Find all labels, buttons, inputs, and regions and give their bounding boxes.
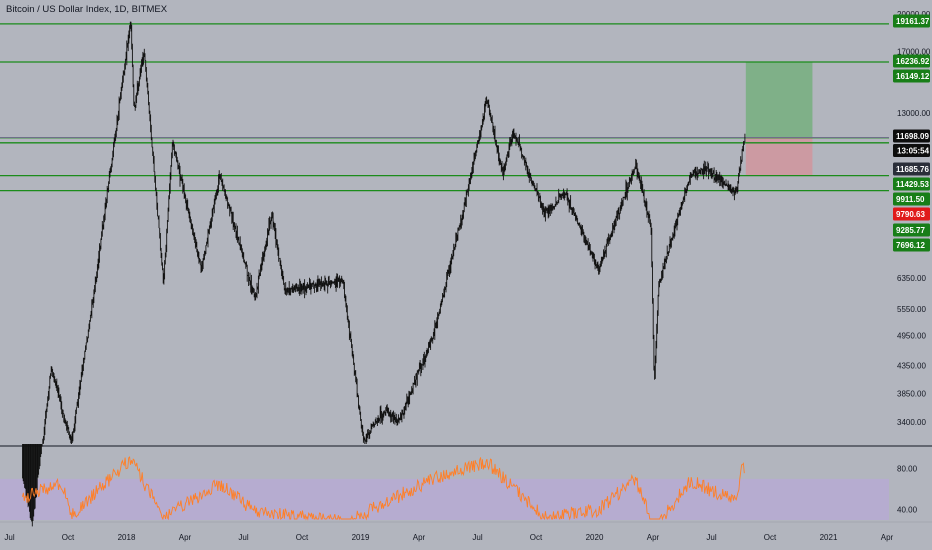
price-tick-label-5: 6350.00: [897, 274, 926, 283]
price-label-8: 9285.77: [896, 226, 925, 235]
price-label-0: 19161.37: [896, 17, 930, 26]
price-label-9: 7696.12: [896, 241, 925, 250]
price-label-bg-2: [893, 69, 930, 83]
price-label-bg-0: [893, 14, 930, 28]
price-label-6: 9911.50: [896, 195, 925, 204]
time-tick-label-6: 2019: [352, 533, 370, 542]
countdown-bg: [893, 144, 930, 157]
time-tick-label-15: Apr: [881, 533, 894, 542]
time-tick-label-2: 2018: [118, 533, 136, 542]
rsi-tick-label-1: 40.00: [897, 506, 918, 515]
time-tick-label-5: Oct: [296, 533, 309, 542]
price-tick-label-7: 17000.00: [897, 47, 931, 56]
price-label-bg-1: [893, 54, 930, 68]
countdown-timer: 13:05:54: [897, 147, 930, 156]
price-label-4: 11685.76: [896, 165, 929, 174]
chart-title: Bitcoin / US Dollar Index, 1D, BITMEX: [6, 4, 168, 15]
price-tick-label-6: 13000.00: [897, 109, 931, 118]
price-label-bg-9: [893, 238, 930, 252]
rsi-line: [22, 456, 745, 521]
price-label-7: 9790.63: [896, 210, 925, 219]
time-tick-label-1: Oct: [62, 533, 75, 542]
time-tick-label-14: 2021: [820, 533, 838, 542]
time-tick-label-9: Oct: [530, 533, 543, 542]
price-tick-label-0: 3400.00: [897, 418, 926, 427]
stop-loss-zone[interactable]: [745, 137, 813, 176]
price-tick-label-3: 4950.00: [897, 332, 926, 341]
price-label-bg-7: [893, 207, 930, 221]
take-profit-zone[interactable]: [745, 61, 813, 138]
time-tick-label-13: Oct: [764, 533, 777, 542]
price-label-3: 11698.09: [896, 132, 929, 141]
time-tick-label-11: Apr: [647, 533, 660, 542]
price-label-bg-6: [893, 192, 930, 206]
price-label-1: 16236.92: [896, 57, 930, 66]
price-tick-label-1: 3850.00: [897, 389, 926, 398]
price-tick-label-4: 5550.00: [897, 305, 926, 314]
price-label-bg-3: [893, 129, 930, 143]
time-tick-label-7: Apr: [413, 533, 426, 542]
price-label-bg-5: [893, 177, 930, 191]
price-label-2: 16149.12: [896, 72, 930, 81]
time-tick-label-8: Jul: [472, 533, 482, 542]
price-label-bg-4: [893, 162, 930, 176]
time-tick-label-10: 2020: [586, 533, 604, 542]
price-label-5: 11429.53: [896, 180, 929, 189]
rsi-band: [0, 478, 889, 520]
price-tick-label-2: 4350.00: [897, 361, 926, 370]
time-tick-label-3: Apr: [179, 533, 192, 542]
time-tick-label-12: Jul: [706, 533, 716, 542]
rsi-tick-label-0: 80.00: [897, 465, 918, 474]
time-tick-label-0: Jul: [4, 533, 14, 542]
time-tick-label-4: Jul: [238, 533, 248, 542]
price-label-bg-8: [893, 223, 930, 237]
